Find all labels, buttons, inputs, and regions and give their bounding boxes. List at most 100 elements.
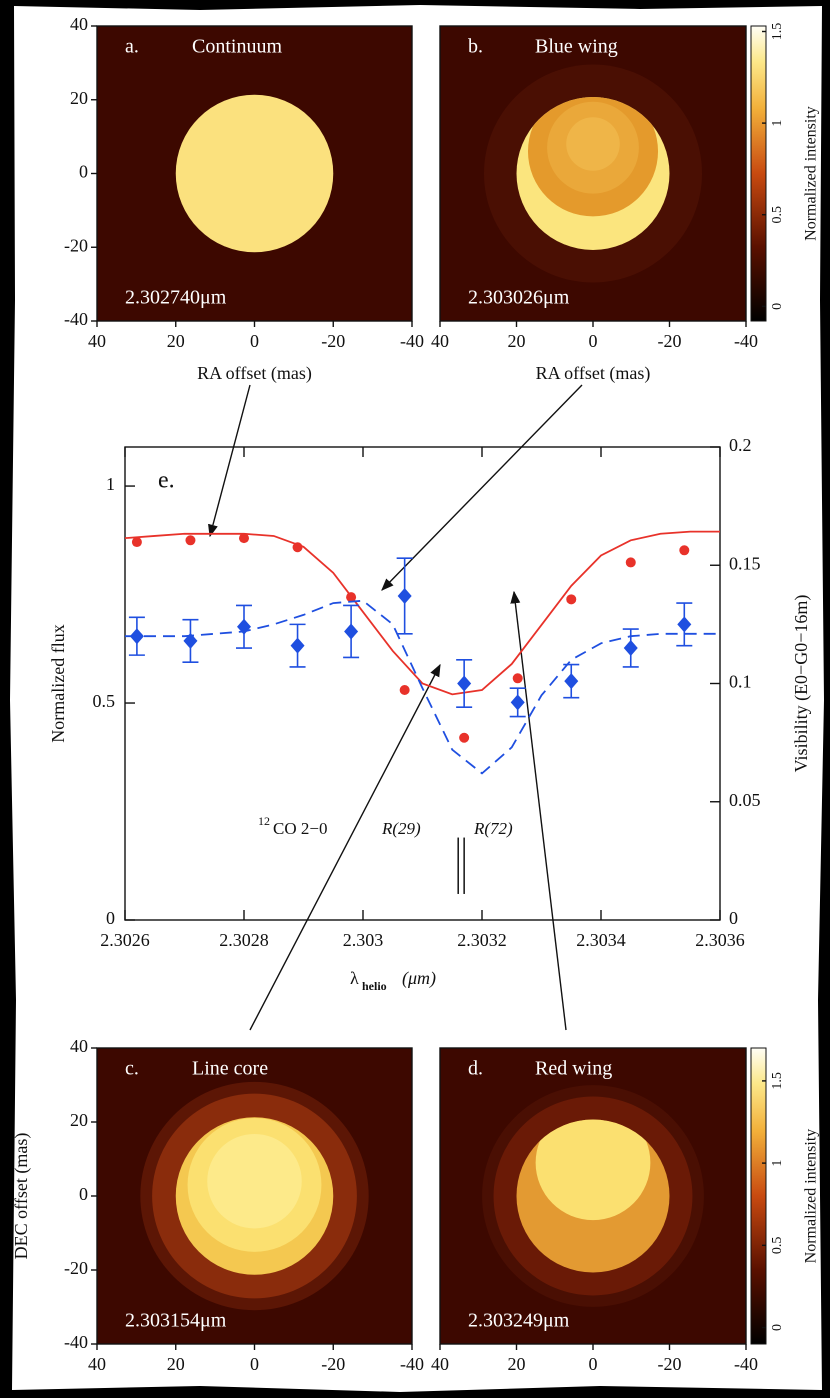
- y-tick-label: 0: [79, 162, 88, 182]
- flux-point: [625, 557, 636, 568]
- y-axis-label: Normalized flux: [48, 624, 68, 742]
- flux-point: [131, 537, 142, 548]
- colorbar-tick-label: 1.5: [770, 1072, 785, 1090]
- x-tick-label: 40: [88, 331, 106, 351]
- x-tick-label: 0: [589, 331, 598, 351]
- x-tick-label: -20: [321, 1354, 345, 1374]
- colorbar: [750, 1047, 767, 1345]
- x-axis-label: RA offset (mas): [197, 363, 312, 384]
- x-tick-label: 0: [250, 331, 259, 351]
- panel-title: Line core: [192, 1058, 268, 1080]
- colorbar-tick-label: 0: [770, 1324, 785, 1331]
- image-panel: 40 20 0 -20 -40 d. Red wing 2.303249μm 0 0.5 1 1.5 N…: [431, 1047, 820, 1374]
- arrow: [249, 663, 441, 1031]
- x-axis-label-unit: (μm): [402, 968, 436, 989]
- x-tick-label: 2.3032: [457, 930, 507, 950]
- visibility-point: [344, 623, 359, 640]
- colorbar-tick-label: 1: [770, 1160, 785, 1167]
- y-tick-label: 20: [70, 88, 88, 108]
- x-axis-label-subscript: helio: [362, 979, 387, 993]
- y-tick-label: 20: [70, 1110, 88, 1130]
- x-tick-label: -40: [400, 331, 424, 351]
- x-axis-label: RA offset (mas): [536, 363, 651, 384]
- visibility-point: [677, 616, 692, 633]
- flux-point: [459, 732, 470, 743]
- x-tick-label: 20: [167, 331, 185, 351]
- x-tick-label: 2.3028: [219, 930, 269, 950]
- y2-tick-label: 0.15: [729, 553, 761, 573]
- colorbar-tick-label: 1: [770, 120, 785, 127]
- visibility-point: [457, 675, 472, 692]
- x-tick-label: -40: [734, 331, 758, 351]
- x-tick-label: 40: [88, 1354, 106, 1374]
- x-tick-label: 0: [250, 1354, 259, 1374]
- y-tick-label: 40: [70, 1036, 88, 1056]
- panel-label: c.: [125, 1058, 139, 1080]
- arrow: [510, 590, 567, 1031]
- wavelength-label: 2.303154μm: [125, 1310, 227, 1332]
- x-axis-label: λ: [350, 968, 359, 988]
- x-tick-label: 2.303: [343, 930, 384, 950]
- y-tick-label: -40: [64, 309, 88, 329]
- x-tick-label: 40: [431, 331, 449, 351]
- visibility-point: [290, 637, 305, 654]
- model-line: [124, 530, 720, 696]
- x-tick-label: 20: [508, 331, 526, 351]
- flux-point: [185, 535, 196, 546]
- panel-label: e.: [158, 468, 175, 494]
- intensity-region: [535, 1119, 651, 1221]
- x-tick-label: 0: [589, 1354, 598, 1374]
- flux-point: [566, 594, 577, 605]
- colorbar-tick-label: 0: [770, 303, 785, 310]
- image-panel: 40 20 0 -20 -40 b. Blue wing 2.303026μm RA offse…: [431, 23, 820, 384]
- visibility-point: [510, 694, 525, 711]
- y-tick-label: -20: [64, 235, 88, 255]
- x-tick-label: -40: [400, 1354, 424, 1374]
- y2-tick-label: 0: [729, 908, 738, 928]
- flux-point: [512, 673, 523, 684]
- y-tick-label: 0: [106, 908, 115, 928]
- visibility-point: [183, 632, 198, 649]
- visibility-point: [564, 673, 579, 690]
- x-tick-label: -20: [658, 331, 682, 351]
- annotation: R(29): [381, 819, 421, 838]
- x-tick-label: -20: [658, 1354, 682, 1374]
- y2-axis-label: Visibility (E0−G0−16m): [791, 595, 812, 773]
- annotation: R(72): [473, 819, 513, 838]
- colorbar-tick-label: 0.5: [770, 1237, 785, 1255]
- paper: [10, 5, 824, 1392]
- colorbar-label: Normalized intensity: [803, 1129, 820, 1264]
- visibility-point: [623, 640, 638, 657]
- x-tick-label: 2.3026: [100, 930, 150, 950]
- panel-title: Blue wing: [535, 36, 618, 58]
- colorbar-tick-label: 0.5: [770, 206, 785, 224]
- flux-point: [239, 533, 249, 544]
- model-line: [125, 599, 720, 775]
- y2-tick-label: 0.05: [729, 790, 761, 810]
- arrows: [208, 384, 583, 1031]
- x-tick-label: -20: [321, 331, 345, 351]
- arrow: [208, 384, 251, 538]
- colorbar-label: Normalized intensity: [803, 106, 820, 241]
- x-tick-label: 40: [431, 1354, 449, 1374]
- x-tick-label: 2.3034: [576, 930, 626, 950]
- y-tick-label: 0: [79, 1184, 88, 1204]
- spectrum-panel: 2.3026 2.3028 2.303 2.3032 2.3034 2.303600.51…: [48, 435, 812, 993]
- y-axis-label: DEC offset (mas): [11, 1133, 32, 1260]
- x-tick-label: 20: [167, 1354, 185, 1374]
- colorbar-tick-label: 1.5: [770, 23, 785, 41]
- y-tick-label: -40: [64, 1332, 88, 1352]
- arrow: [381, 384, 583, 591]
- wavelength-label: 2.303026μm: [468, 287, 570, 309]
- y-tick-label: 40: [70, 14, 88, 34]
- colorbar: [750, 25, 767, 322]
- panel-title: Red wing: [535, 1058, 612, 1080]
- panel-label: d.: [468, 1058, 483, 1080]
- y-tick-label: 0.5: [93, 691, 116, 711]
- y-tick-label: 1: [106, 474, 115, 494]
- x-tick-label: 20: [508, 1354, 526, 1374]
